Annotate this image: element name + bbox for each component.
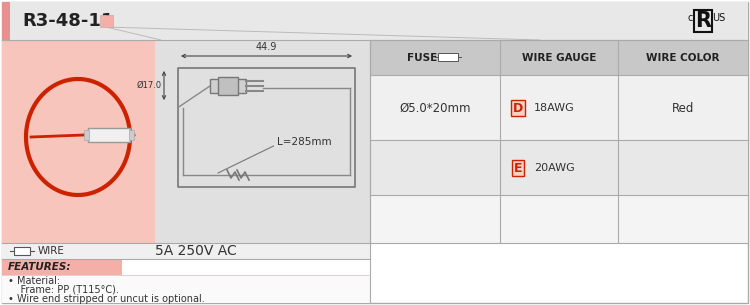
Text: FEATURES:: FEATURES: (8, 262, 71, 272)
Text: Frame: PP (T115°C).: Frame: PP (T115°C). (8, 285, 118, 295)
Bar (2, 2, 748, 40)
Bar (178, 68, 355, 187)
Text: 20AWG: 20AWG (534, 163, 574, 173)
Text: • Wire end stripped or uncut is optional.: • Wire end stripped or uncut is optional… (8, 294, 205, 304)
Text: WIRE: WIRE (38, 246, 64, 256)
Text: • Material:: • Material: (8, 276, 60, 286)
Bar (210, 79, 246, 93)
Text: FUSE: FUSE (406, 53, 437, 63)
Bar (155, 40, 370, 243)
Text: US: US (712, 13, 725, 23)
Text: D: D (513, 102, 523, 114)
Bar (2, 259, 122, 275)
Bar (2, 243, 370, 259)
Bar (370, 75, 748, 140)
Text: 18AWG: 18AWG (534, 103, 574, 113)
Bar (14, 247, 30, 255)
Text: c: c (688, 13, 693, 23)
Text: 44.9: 44.9 (256, 42, 278, 52)
Text: 5A 250V AC: 5A 250V AC (155, 244, 237, 258)
Text: L=285mm: L=285mm (277, 137, 332, 147)
Bar (2, 2, 10, 40)
Bar (370, 195, 748, 243)
Bar (370, 40, 748, 243)
Bar (370, 40, 748, 75)
Text: R: R (695, 11, 711, 31)
Text: Ø17.0: Ø17.0 (136, 81, 162, 89)
Bar (2, 275, 370, 303)
Text: Red: Red (672, 102, 694, 114)
Bar (129, 130, 134, 140)
Text: WIRE GAUGE: WIRE GAUGE (522, 53, 596, 63)
Text: R3-48-11: R3-48-11 (22, 12, 113, 30)
Bar (2, 40, 155, 243)
Bar (370, 140, 748, 195)
Text: E: E (514, 162, 522, 174)
Text: Ø5.0*20mm: Ø5.0*20mm (399, 102, 471, 114)
Bar (218, 77, 238, 95)
Bar (100, 15, 113, 27)
Bar (84, 130, 89, 140)
Bar (438, 53, 458, 61)
Bar (88, 128, 130, 142)
Text: WIRE COLOR: WIRE COLOR (646, 53, 720, 63)
